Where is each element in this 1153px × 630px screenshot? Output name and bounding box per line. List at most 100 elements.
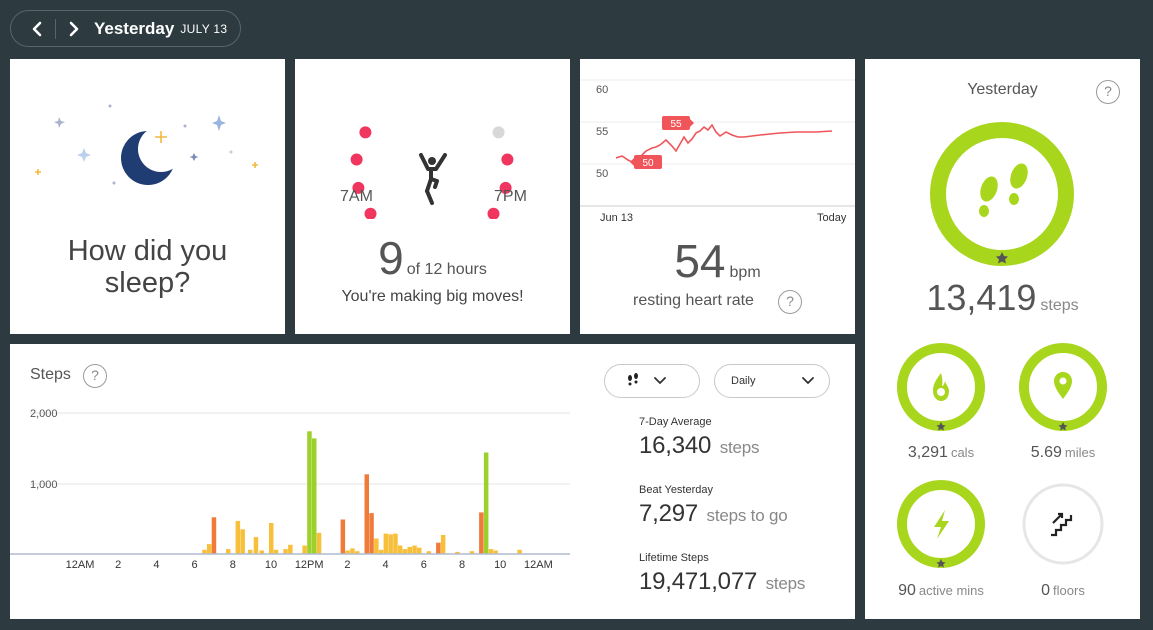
calories-value: 3,291 cals (876, 444, 1006, 462)
goal-star-icon (1058, 422, 1068, 431)
step-bar (253, 537, 259, 554)
x-tick-label: 10 (265, 559, 277, 571)
heart-low-marker: 50 (630, 155, 662, 169)
step-bar (455, 551, 460, 554)
hours-goal-text: of 12 hours (406, 261, 487, 278)
summary-title: Yesterday (967, 81, 1038, 98)
stat-value: 7,297 (639, 500, 699, 527)
sleep-card[interactable]: How did you sleep? (10, 59, 285, 334)
x-tick-label: 2 (344, 559, 350, 571)
step-bar (493, 550, 498, 554)
step-bar (397, 545, 403, 554)
step-bar (288, 544, 293, 554)
step-bar (364, 474, 369, 554)
active-minutes-value: 90 active mins (876, 582, 1006, 600)
step-bar (226, 549, 231, 554)
svg-text:55: 55 (670, 119, 682, 130)
metric-value: 90 (898, 582, 916, 599)
hour-met-dot (350, 153, 363, 166)
calories-ring[interactable] (897, 343, 985, 431)
stat-unit: steps to go (706, 506, 788, 525)
step-bar (378, 549, 384, 554)
sparkle-icon (35, 131, 258, 175)
sleep-question: How did you sleep? (67, 235, 228, 299)
stat-value: 16,340 (639, 432, 712, 459)
chevron-right-icon (69, 21, 79, 36)
step-bar (269, 523, 274, 554)
stat-value: 19,471,077 (639, 568, 758, 595)
resting-heart-rate: 54 bpm (580, 234, 855, 288)
step-bar (302, 545, 307, 554)
distance-value: 5.69 miles (998, 444, 1128, 462)
steps-progress-ring (930, 122, 1074, 266)
step-bar (383, 533, 389, 554)
daily-summary-card: Yesterday ? 13,419 steps (865, 59, 1140, 619)
stat-beat-yesterday: Beat Yesterday 7,297 steps to go (639, 484, 788, 528)
step-bar (402, 549, 408, 554)
metric-unit: cals (950, 445, 975, 460)
hourly-message: You're making big moves! (341, 288, 524, 305)
step-bar (407, 546, 412, 554)
hourly-end-label: 7PM (494, 188, 527, 205)
heart-help-icon[interactable]: ? (778, 290, 802, 314)
metric-rings (897, 343, 1107, 568)
heart-high-marker: 55 (662, 116, 694, 130)
summary-help-icon[interactable]: ? (1096, 80, 1120, 104)
step-bar (283, 549, 288, 554)
step-bar (259, 550, 264, 554)
person-stretching-icon (419, 153, 447, 205)
heart-rate-card[interactable]: 60 55 50 Jun 13 Today 55 50 54 bpm restin… (580, 59, 855, 334)
steps-bar-chart: 2,000 1,000 12AM 2 4 6 8 10 12PM 2 4 6 8 10 12AM (10, 408, 570, 571)
x-tick-label: 12AM (66, 559, 95, 571)
step-bar (307, 431, 312, 554)
period-dropdown[interactable]: Daily (714, 364, 830, 398)
nav-date: JULY 13 (180, 21, 228, 36)
stat-unit: steps (765, 574, 806, 593)
footprints-icon (979, 163, 1028, 217)
steps-ring[interactable] (865, 59, 1140, 279)
hour-met-dot (364, 207, 377, 219)
hourly-activity-card[interactable]: 7AM 7PM 9 of 12 hours You're making big m… (295, 59, 570, 334)
steps-chart-title: Steps (30, 366, 71, 383)
hour-met-dot (352, 181, 365, 194)
heart-rate-chart: 60 55 50 Jun 13 Today 55 50 (580, 79, 855, 224)
hour-met-dot (487, 207, 500, 219)
summary-steps: 13,419 steps (865, 277, 1140, 319)
step-bar (440, 535, 446, 554)
stairs-icon (1051, 512, 1073, 537)
x-tick-label: 6 (192, 559, 198, 571)
stat-7day-average: 7-Day Average 16,340 steps (639, 416, 760, 460)
stat-label: Lifetime Steps (639, 552, 709, 564)
hourly-start-label: 7AM (340, 188, 373, 205)
active-minutes-ring[interactable] (897, 480, 985, 568)
floors-ring[interactable] (1022, 483, 1104, 565)
step-bar (426, 551, 432, 554)
step-bar (312, 438, 317, 554)
location-pin-icon (1054, 372, 1072, 399)
step-bar (388, 534, 393, 554)
goal-star-icon (996, 252, 1008, 264)
next-day-button[interactable] (60, 15, 88, 43)
metric-dropdown[interactable] (604, 364, 700, 398)
step-bar (479, 512, 484, 554)
stat-lifetime-steps: Lifetime Steps 19,471,077 steps (639, 552, 805, 596)
step-bar (393, 533, 398, 554)
metric-value: 3,291 (907, 444, 948, 461)
previous-day-button[interactable] (23, 15, 51, 43)
step-bar (369, 513, 374, 554)
step-bar (345, 550, 350, 554)
distance-ring[interactable] (1019, 343, 1107, 431)
heart-rate-value: 54 (674, 235, 726, 287)
x-start-label: Jun 13 (600, 212, 633, 224)
hour-missed-dot (492, 126, 505, 139)
x-tick-label: 4 (153, 559, 159, 571)
hour-met-dot (499, 181, 512, 194)
step-bar (273, 549, 279, 554)
step-bar (469, 551, 475, 554)
footprints-icon (628, 373, 638, 386)
step-bar (488, 549, 494, 554)
goal-star-icon (936, 559, 946, 568)
x-tick-label: 12PM (295, 559, 324, 571)
steps-help-icon[interactable]: ? (83, 364, 107, 388)
y-tick-label: 55 (596, 126, 608, 138)
